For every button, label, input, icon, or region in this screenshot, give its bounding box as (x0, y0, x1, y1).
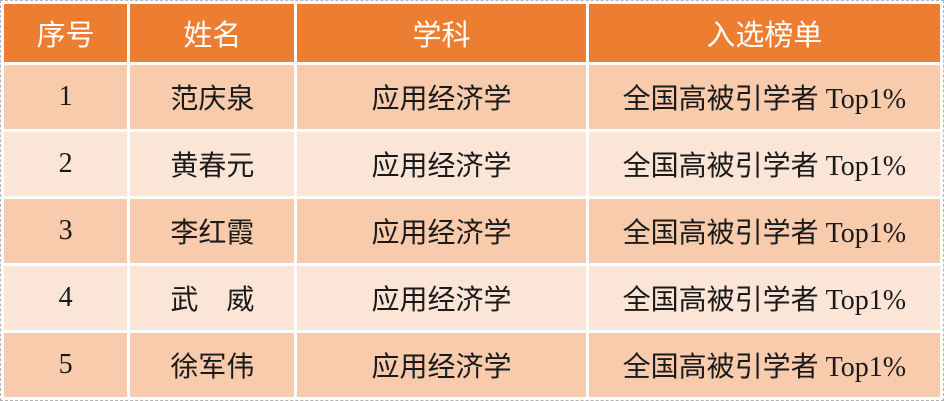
cell-index: 5 (4, 333, 128, 397)
cell-list: 全国高被引学者 Top1% (588, 199, 940, 263)
header-row: 序号 姓名 学科 入选榜单 (4, 4, 940, 62)
cell-subject: 应用经济学 (297, 65, 586, 129)
cell-subject: 应用经济学 (297, 333, 586, 397)
table-row: 3 李红霞 应用经济学 全国高被引学者 Top1% (4, 199, 940, 263)
cell-subject: 应用经济学 (297, 266, 586, 330)
cell-list: 全国高被引学者 Top1% (588, 333, 940, 397)
cell-index: 3 (4, 199, 128, 263)
cell-name: 徐军伟 (130, 333, 295, 397)
cell-name: 范庆泉 (130, 65, 295, 129)
table-row: 1 范庆泉 应用经济学 全国高被引学者 Top1% (4, 65, 940, 129)
cell-name: 武 威 (130, 266, 295, 330)
table-header: 序号 姓名 学科 入选榜单 (4, 4, 940, 62)
header-cell-list: 入选榜单 (588, 4, 940, 62)
cell-subject: 应用经济学 (297, 199, 586, 263)
cell-name: 李红霞 (130, 199, 295, 263)
table-row: 5 徐军伟 应用经济学 全国高被引学者 Top1% (4, 333, 940, 397)
table-row: 2 黄春元 应用经济学 全国高被引学者 Top1% (4, 132, 940, 196)
cell-index: 1 (4, 65, 128, 129)
header-cell-name: 姓名 (130, 4, 295, 62)
header-cell-index: 序号 (4, 4, 128, 62)
cell-list: 全国高被引学者 Top1% (588, 132, 940, 196)
cell-index: 2 (4, 132, 128, 196)
header-cell-subject: 学科 (297, 4, 586, 62)
cell-list: 全国高被引学者 Top1% (588, 65, 940, 129)
table-body: 1 范庆泉 应用经济学 全国高被引学者 Top1% 2 黄春元 应用经济学 全国… (4, 65, 940, 397)
table-row: 4 武 威 应用经济学 全国高被引学者 Top1% (4, 266, 940, 330)
cell-name: 黄春元 (130, 132, 295, 196)
cell-subject: 应用经济学 (297, 132, 586, 196)
cell-index: 4 (4, 266, 128, 330)
cell-list: 全国高被引学者 Top1% (588, 266, 940, 330)
